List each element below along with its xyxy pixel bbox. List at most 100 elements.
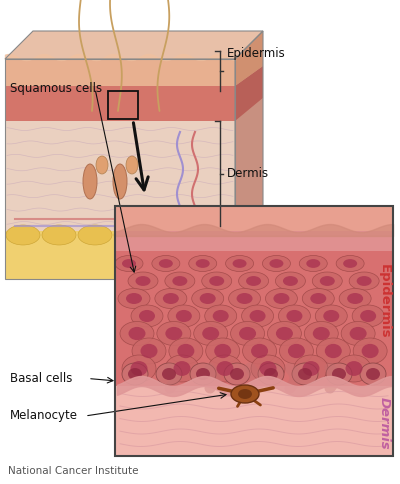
Ellipse shape [276,327,293,340]
Ellipse shape [366,368,380,380]
Ellipse shape [177,344,194,358]
Ellipse shape [258,363,284,385]
Ellipse shape [286,310,302,322]
Ellipse shape [292,363,318,385]
Ellipse shape [230,368,244,380]
Ellipse shape [169,338,203,364]
Ellipse shape [360,310,376,322]
Ellipse shape [152,256,180,272]
Ellipse shape [346,361,362,376]
Polygon shape [5,31,263,59]
Ellipse shape [336,256,364,272]
Ellipse shape [352,305,384,327]
Text: Melanocyte: Melanocyte [10,409,78,423]
Ellipse shape [262,256,290,272]
Bar [108,91,138,119]
Ellipse shape [174,361,190,376]
Ellipse shape [238,389,252,399]
Ellipse shape [113,164,127,199]
Ellipse shape [246,276,261,286]
Bar [115,206,393,251]
Ellipse shape [276,272,306,290]
Ellipse shape [165,355,199,382]
Ellipse shape [83,164,97,199]
Ellipse shape [341,321,375,346]
Polygon shape [5,59,235,86]
Ellipse shape [196,368,210,380]
Ellipse shape [251,355,285,382]
Ellipse shape [139,310,155,322]
Bar [115,386,393,456]
Ellipse shape [128,272,158,290]
Ellipse shape [162,368,176,380]
Ellipse shape [192,288,224,308]
Ellipse shape [339,288,371,308]
Ellipse shape [196,259,210,268]
Ellipse shape [298,368,312,380]
Ellipse shape [313,327,330,340]
Ellipse shape [114,225,148,245]
Ellipse shape [238,272,268,290]
Polygon shape [5,231,235,279]
Text: National Cancer Institute: National Cancer Institute [8,466,138,476]
Ellipse shape [315,305,347,327]
Ellipse shape [230,321,264,346]
Ellipse shape [172,276,187,286]
Ellipse shape [200,293,216,304]
Ellipse shape [126,293,142,304]
Ellipse shape [236,293,252,304]
Ellipse shape [242,305,274,327]
Text: Dermis: Dermis [227,167,269,180]
Ellipse shape [136,276,150,286]
Ellipse shape [332,368,346,380]
Ellipse shape [122,363,148,385]
Ellipse shape [78,225,112,245]
Ellipse shape [42,225,76,245]
Ellipse shape [189,256,217,272]
Polygon shape [235,31,263,86]
Ellipse shape [186,225,220,245]
Ellipse shape [242,338,276,364]
Ellipse shape [323,310,339,322]
Ellipse shape [232,259,246,268]
Ellipse shape [190,363,216,385]
Ellipse shape [6,225,40,245]
Ellipse shape [122,355,156,382]
Ellipse shape [316,338,350,364]
Ellipse shape [360,363,386,385]
Polygon shape [5,86,235,121]
Ellipse shape [362,344,379,358]
Ellipse shape [260,361,276,376]
Ellipse shape [131,305,163,327]
Ellipse shape [216,361,234,376]
Ellipse shape [325,344,342,358]
Ellipse shape [202,272,232,290]
Ellipse shape [268,321,302,346]
Bar [115,206,393,386]
Ellipse shape [157,321,191,346]
Ellipse shape [349,272,379,290]
Ellipse shape [150,225,184,245]
Ellipse shape [115,256,143,272]
Ellipse shape [347,293,363,304]
Ellipse shape [202,327,219,340]
Ellipse shape [155,288,187,308]
Ellipse shape [214,344,231,358]
Ellipse shape [128,368,142,380]
Ellipse shape [343,259,357,268]
Ellipse shape [231,385,259,403]
Ellipse shape [320,276,335,286]
Ellipse shape [274,293,290,304]
Ellipse shape [280,338,314,364]
Ellipse shape [312,272,342,290]
Ellipse shape [205,305,237,327]
Ellipse shape [140,344,158,358]
Ellipse shape [156,363,182,385]
Text: Basal cells: Basal cells [10,372,72,385]
Ellipse shape [304,321,338,346]
Text: Epidermis: Epidermis [227,47,286,60]
Ellipse shape [120,321,154,346]
Ellipse shape [266,288,298,308]
Ellipse shape [209,276,224,286]
Ellipse shape [239,327,256,340]
